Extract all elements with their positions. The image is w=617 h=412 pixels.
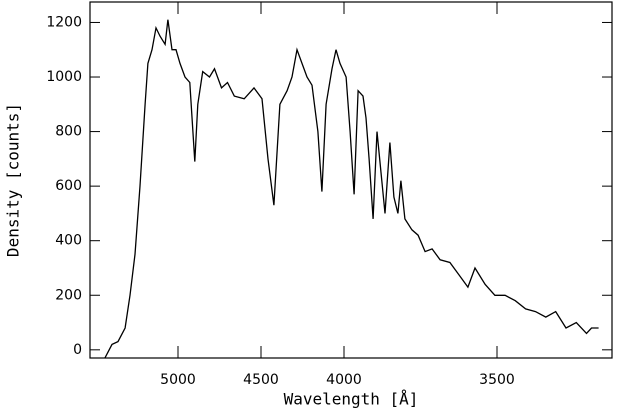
- y-tick-label: 800: [55, 124, 82, 140]
- y-tick-label: 200: [55, 287, 82, 303]
- x-tick-label: 3500: [479, 372, 515, 388]
- y-tick-label: 0: [73, 342, 82, 358]
- x-axis-label: Wavelength [Å]: [284, 390, 419, 409]
- x-tick-label: 4000: [326, 372, 362, 388]
- x-tick-label: 4500: [243, 372, 279, 388]
- y-tick-label: 600: [55, 178, 82, 194]
- y-tick-label: 1000: [46, 69, 82, 85]
- x-tick-label: 5000: [160, 372, 196, 388]
- spectrum-line: [104, 19, 599, 358]
- plot-frame: [89, 1, 613, 359]
- y-axis-label: Density [counts]: [4, 103, 23, 257]
- y-tick-label: 1200: [46, 14, 82, 30]
- y-tick-label: 400: [55, 233, 82, 249]
